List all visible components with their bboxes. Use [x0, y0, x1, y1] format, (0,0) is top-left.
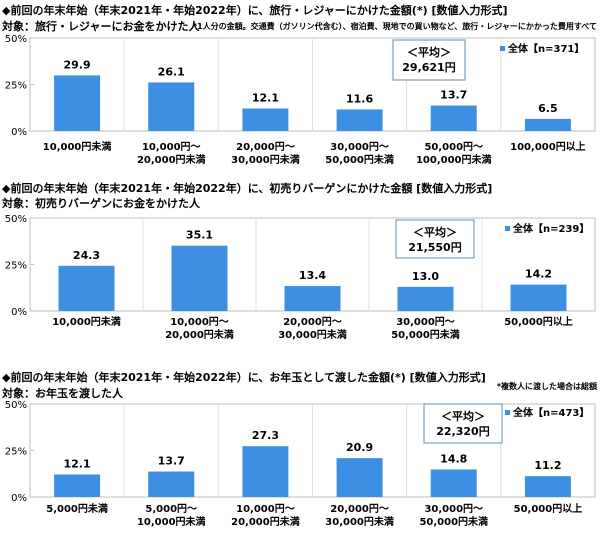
average-box	[392, 39, 466, 81]
x-tick-label: 20,000円未満	[165, 328, 234, 341]
bar	[284, 286, 341, 311]
bar	[397, 286, 454, 311]
data-label: 11.6	[346, 92, 373, 105]
y-tick-label: 25%	[5, 447, 27, 458]
x-tick-label: 50,000円未満	[391, 328, 460, 341]
x-tick-label: 10,000円～	[142, 141, 201, 153]
data-label: 13.7	[158, 455, 185, 468]
x-tick-label: 50,000円未満	[419, 515, 488, 528]
data-label: 20.9	[346, 441, 373, 454]
legend-label: 全体【n=473】	[512, 406, 589, 419]
x-tick-label: 30,000円未満	[325, 515, 394, 528]
chart-subtitle: 対象：初売りバーゲンにお金をかけた人	[1, 196, 201, 210]
bar	[148, 82, 195, 131]
bar	[148, 471, 195, 497]
x-tick-label: 30,000円未満	[278, 328, 347, 341]
average-label: ＜平均＞	[441, 409, 485, 423]
y-tick-label: 0%	[11, 493, 27, 504]
data-label: 11.2	[534, 459, 561, 472]
chart-note: *1人分の金額。交通費（ガソリン代含む）、宿泊費、現地での買い物など、旅行・レジ…	[193, 21, 597, 31]
chart-title: ◆前回の年末年始（年末2021年・年始2022年）に、お年玉として渡した金額(*…	[2, 370, 486, 384]
data-label: 29.9	[64, 58, 91, 71]
y-tick-label: 0%	[11, 127, 27, 138]
bar	[524, 118, 571, 131]
x-tick-label: 10,000円～	[170, 316, 229, 328]
legend-label: 全体【n=239】	[512, 222, 589, 235]
y-tick-label: 25%	[5, 81, 27, 92]
bar	[430, 105, 477, 131]
average-value: 29,621円	[402, 61, 455, 74]
average-value: 22,320円	[436, 425, 489, 438]
x-tick-label: 50,000円未満	[325, 153, 394, 166]
chart-title: ◆前回の年末年始（年末2021年・年始2022年）に、初売りバーゲンにかけた金額…	[2, 181, 492, 195]
x-tick-label: 30,000円～	[424, 503, 483, 515]
x-tick-label: 5,000円未満	[46, 502, 108, 515]
x-tick-label: 10,000円未満	[137, 515, 206, 528]
x-tick-label: 30,000円未満	[231, 153, 300, 166]
x-tick-label: 100,000円以上	[510, 140, 586, 153]
y-tick-label: 0%	[11, 307, 27, 318]
bar	[242, 108, 289, 131]
x-tick-label: 5,000円～	[145, 503, 197, 515]
data-label: 13.7	[440, 89, 467, 102]
x-tick-label: 30,000円～	[330, 141, 389, 153]
average-box	[423, 403, 503, 444]
data-label: 6.5	[538, 102, 558, 115]
bar	[336, 458, 383, 497]
x-tick-label: 20,000円未満	[231, 515, 300, 528]
bar	[510, 284, 567, 311]
y-tick-label: 50%	[5, 34, 27, 45]
data-label: 14.8	[440, 452, 467, 465]
data-label: 12.1	[64, 457, 91, 470]
data-label: 13.4	[299, 269, 326, 282]
legend-swatch	[505, 410, 510, 415]
data-label: 35.1	[186, 229, 213, 242]
average-label: ＜平均＞	[413, 225, 457, 239]
average-box	[395, 219, 475, 259]
bar	[242, 446, 289, 497]
bar	[524, 476, 571, 497]
bar	[54, 75, 101, 131]
x-tick-label: 50,000円以上	[514, 502, 583, 515]
y-tick-label: 50%	[5, 214, 27, 225]
legend-label: 全体【n=371】	[507, 42, 584, 55]
bar	[336, 109, 383, 131]
y-tick-label: 25%	[5, 261, 27, 272]
data-label: 27.3	[252, 429, 279, 442]
data-label: 26.1	[158, 65, 185, 78]
x-tick-label: 50,000円以上	[504, 315, 573, 328]
x-tick-label: 20,000円～	[283, 316, 342, 328]
legend-swatch	[505, 226, 510, 231]
data-label: 12.1	[252, 91, 279, 104]
bar	[171, 245, 228, 311]
x-tick-label: 10,000円～	[236, 503, 295, 515]
x-tick-label: 100,000円未満	[416, 153, 492, 166]
x-tick-label: 30,000円～	[396, 316, 455, 328]
data-label: 24.3	[73, 249, 100, 262]
chart-subtitle: 対象：お年玉を渡した人	[1, 386, 124, 400]
average-label: ＜平均＞	[407, 45, 451, 59]
x-tick-label: 20,000円～	[236, 141, 295, 153]
x-tick-label: 20,000円未満	[137, 153, 206, 166]
x-tick-label: 10,000円未満	[43, 140, 112, 153]
legend-swatch	[500, 46, 505, 51]
chart-subtitle: 対象：旅行・レジャーにお金をかけた人	[1, 19, 200, 33]
y-tick-label: 50%	[5, 400, 27, 411]
bar	[430, 469, 477, 497]
data-label: 13.0	[412, 270, 439, 283]
data-label: 14.2	[525, 268, 552, 281]
x-tick-label: 20,000円～	[330, 503, 389, 515]
x-tick-label: 50,000円～	[424, 141, 483, 153]
chart-title: ◆前回の年末年始（年末2021年・年始2022年）に、旅行・レジャーにかけた金額…	[2, 3, 508, 17]
bar	[54, 474, 101, 497]
bar	[58, 265, 115, 311]
average-value: 21,550円	[408, 241, 461, 254]
chart-note: *複数人に渡した場合は総額	[497, 381, 597, 391]
x-tick-label: 10,000円未満	[52, 315, 121, 328]
